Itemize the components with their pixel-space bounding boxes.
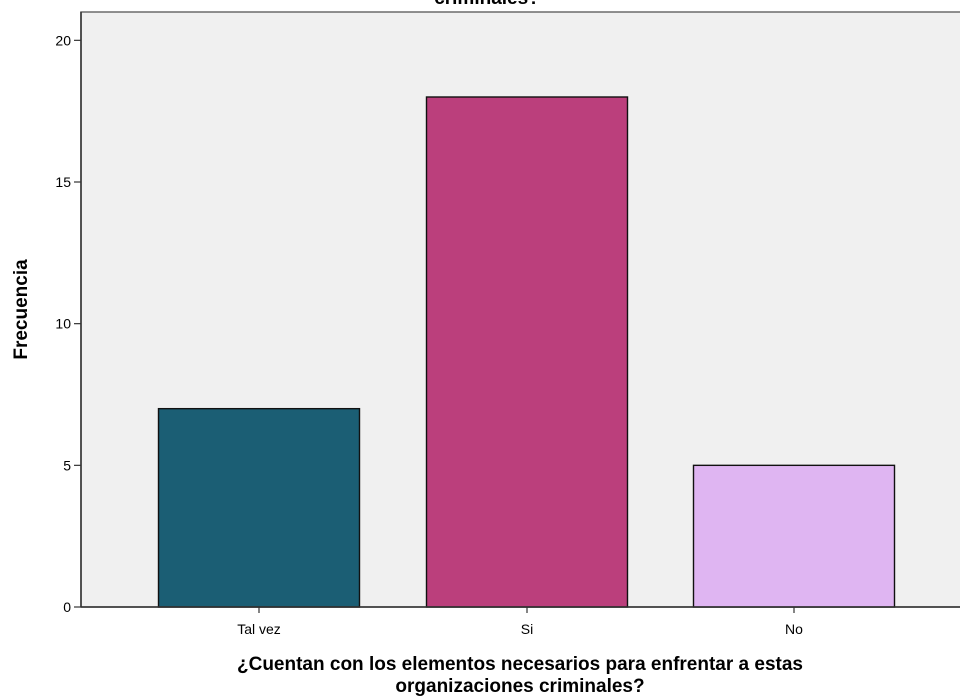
bar-si bbox=[425, 96, 629, 608]
y-tick-label: 10 bbox=[55, 316, 71, 332]
x-tick-label: No bbox=[785, 621, 803, 637]
y-axis-title: Frecuencia bbox=[11, 259, 32, 360]
x-tick-label: Tal vez bbox=[237, 621, 281, 637]
y-axis: 0 5 10 15 20 bbox=[55, 12, 82, 615]
x-axis: Tal vez Si No bbox=[81, 606, 960, 637]
y-tick-label: 0 bbox=[63, 599, 71, 615]
bar-no bbox=[692, 464, 896, 608]
y-tick-label: 15 bbox=[55, 174, 71, 190]
x-tick-label: Si bbox=[521, 621, 533, 637]
x-axis-title-line-1: ¿Cuentan con los elementos necesarios pa… bbox=[237, 654, 803, 675]
y-tick-label: 5 bbox=[63, 457, 71, 473]
bar-tal-vez bbox=[157, 407, 361, 608]
chart-title: criminales? bbox=[434, 0, 540, 9]
x-axis-title-line-2: organizaciones criminales? bbox=[395, 676, 644, 697]
y-tick-label: 20 bbox=[55, 32, 71, 48]
